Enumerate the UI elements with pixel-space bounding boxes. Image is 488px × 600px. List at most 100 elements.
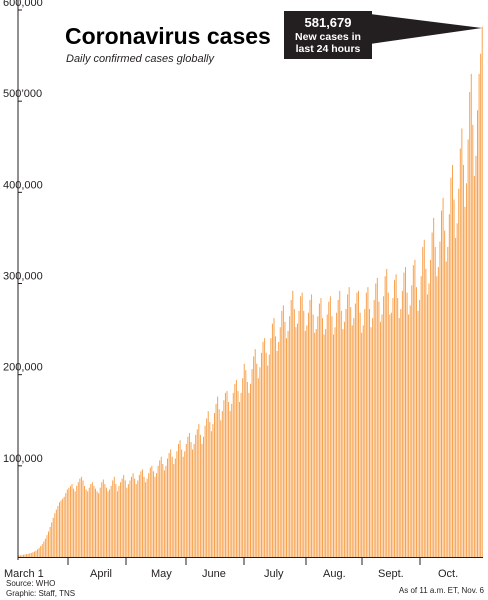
bar: [364, 309, 366, 557]
y-axis-ticks: 100,000 200,000 300,000 400,000 500’000 600,0…: [3, 0, 43, 467]
bar: [101, 482, 103, 557]
bar: [453, 199, 455, 557]
bar: [336, 312, 338, 557]
bar: [137, 480, 139, 557]
bar: [414, 259, 416, 557]
bar: [268, 354, 270, 557]
bar: [65, 493, 67, 557]
bar: [224, 392, 226, 557]
bar: [127, 484, 129, 557]
bar: [301, 292, 303, 557]
bar: [27, 553, 29, 557]
bar: [311, 294, 313, 557]
bar: [320, 298, 322, 557]
bar: [395, 274, 397, 557]
bar: [459, 148, 461, 557]
bar: [257, 378, 259, 557]
bar: [62, 498, 64, 557]
bar: [90, 484, 92, 557]
bar: [149, 467, 151, 557]
bar: [415, 287, 417, 557]
bar: [105, 487, 107, 557]
bar: [109, 489, 111, 557]
bar: [63, 496, 65, 557]
x-axis-ticks: March 1 April May June July Aug. Sept. Oct.: [4, 557, 458, 580]
bar: [265, 352, 267, 557]
bar: [365, 292, 367, 557]
bar: [33, 551, 35, 557]
bar: [123, 474, 125, 557]
bar: [372, 318, 374, 557]
bar: [384, 276, 386, 557]
bar: [182, 456, 184, 557]
bar: [315, 329, 317, 557]
bar: [171, 456, 173, 557]
bar: [356, 292, 358, 557]
bar: [362, 325, 364, 557]
bar: [276, 350, 278, 557]
bar: [44, 538, 46, 557]
x-tick-label: March 1: [4, 568, 44, 580]
bar: [348, 287, 350, 557]
y-tick-label: 300,000: [3, 271, 43, 283]
bar: [48, 531, 50, 557]
x-tick-label: July: [264, 568, 284, 580]
bar: [481, 26, 483, 557]
bar: [246, 381, 248, 557]
bar: [298, 310, 300, 557]
bar: [96, 491, 98, 557]
bar: [76, 485, 78, 557]
as-of-note: As of 11 a.m. ET, Nov. 6: [399, 586, 485, 595]
bar: [152, 471, 154, 557]
bar: [293, 309, 295, 557]
bar: [38, 547, 40, 557]
bar: [351, 325, 353, 557]
bar: [394, 279, 396, 557]
bar: [331, 316, 333, 557]
bar: [451, 164, 453, 558]
bar: [43, 541, 45, 557]
bar: [52, 517, 54, 557]
bar: [370, 327, 372, 557]
bar: [354, 303, 356, 557]
bar: [383, 296, 385, 557]
bar: [450, 177, 452, 557]
bar: [140, 471, 142, 557]
bar: [85, 489, 87, 557]
bar: [41, 544, 43, 557]
bar: [54, 513, 56, 557]
bar: [29, 553, 31, 557]
bar: [19, 555, 21, 557]
bar: [337, 299, 339, 557]
bar: [91, 482, 93, 557]
bar: [448, 214, 450, 557]
bar: [295, 327, 297, 557]
chart-subtitle: Daily confirmed cases globally: [66, 53, 215, 65]
bar: [77, 482, 79, 557]
bar: [419, 299, 421, 557]
bar: [411, 285, 413, 557]
bar: [425, 268, 427, 557]
bar: [239, 402, 241, 557]
bar: [88, 487, 90, 557]
bar: [51, 522, 53, 557]
bar: [455, 237, 457, 558]
bar: [192, 449, 194, 557]
bar: [59, 502, 60, 557]
bar: [290, 299, 292, 557]
bar: [369, 309, 370, 557]
bar: [350, 307, 352, 557]
bar: [57, 505, 59, 557]
bar: [204, 425, 206, 557]
bar: [40, 546, 42, 557]
bar: [21, 555, 23, 557]
bar: [99, 487, 101, 557]
bar: [165, 465, 167, 557]
bar: [286, 338, 287, 557]
bar: [403, 272, 405, 557]
bar: [104, 484, 106, 557]
bar: [223, 400, 225, 557]
bar: [157, 465, 159, 557]
bar: [138, 474, 140, 557]
bar: [231, 403, 233, 557]
